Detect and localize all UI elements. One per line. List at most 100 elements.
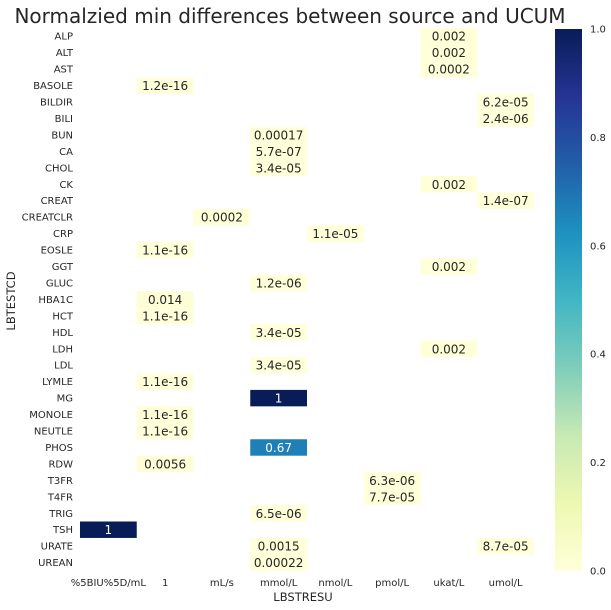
cell-label-basole-1: 1.2e-16 [142,79,188,93]
heatmap-cells: 0.002 0.002 0.0002 1.2e-16 6.2e-05 2.4e-06 0.0… [80,28,534,571]
x-tick-label-mmol-l: mmol/L [260,578,298,589]
y-tick-label-ck: CK [59,180,73,191]
cell-label-ck-ukat-l: 0.002 [432,178,466,192]
y-tick-label-crp: CRP [53,229,73,240]
heatmap-cell-ldh-ukat-l [420,340,478,357]
cell-label-ggt-ukat-l: 0.002 [432,260,466,274]
cell-label-chol-mmol-l: 3.4e-05 [256,161,302,175]
heatmap-cell-urean-mmol-l [250,554,307,571]
colorbar-tick-label-1: 0.2 [590,458,606,469]
colorbar-tick-label-3: 0.6 [590,241,606,252]
colorbar-tick-label-2: 0.4 [590,350,606,361]
heatmap-cell-bildir-umol-l [477,93,534,111]
heatmap-cell-eosle-1 [136,241,194,259]
x-tick-label-pmol-l: pmol/L [375,578,409,589]
y-tick-label-lymle: LYMLE [42,377,73,388]
y-tick-label-hba1c: HBA1C [38,295,73,306]
cell-label-tsh-5biu-5d-ml: 1 [105,523,113,537]
y-tick-label-rdw: RDW [48,459,73,470]
heatmap-cell-chol-mmol-l [250,159,307,177]
heatmap-cell-gluc-mmol-l [250,274,307,292]
cell-label-gluc-mmol-l: 1.2e-06 [256,276,302,290]
cell-label-neutle-1: 1.1e-16 [142,425,188,439]
y-tick-label-ca: CA [59,147,73,158]
cell-label-ca-mmol-l: 5.7e-07 [256,145,302,159]
y-tick-label-ldh: LDH [52,344,73,355]
cell-label-ast-ukat-l: 0.0002 [428,63,470,77]
cell-label-hba1c-1: 0.014 [148,293,182,307]
heatmap-cell-ca-mmol-l [250,143,307,160]
cell-label-phos-mmol-l: 0.67 [265,441,292,455]
y-tick-label-creatclr: CREATCLR [22,213,73,224]
heatmap-cell-alp-ukat-l [420,28,478,45]
heatmap-cell-ggt-ukat-l [420,258,478,275]
cell-label-mg-mmol-l: 1 [275,392,283,406]
cell-label-urean-mmol-l: 0.00022 [254,556,304,570]
cell-label-t4fr-pmol-l: 7.7e-05 [369,490,415,504]
cell-label-lymle-1: 1.1e-16 [142,375,188,389]
cell-label-trig-mmol-l: 6.5e-06 [256,507,302,521]
y-tick-label-alt: ALT [56,48,74,59]
cell-label-creat-umol-l: 1.4e-07 [483,194,529,208]
cell-label-alp-ukat-l: 0.002 [432,30,466,44]
y-tick-label-hct: HCT [52,311,74,322]
cell-label-eosle-1: 1.1e-16 [142,244,188,258]
y-tick-label-phos: PHOS [45,443,73,454]
y-tick-label-gluc: GLUC [46,278,73,289]
heatmap-cell-bili-umol-l [477,110,534,127]
y-tick-label-trig: TRIG [48,509,73,520]
cell-label-hct-1: 1.1e-16 [142,309,188,323]
x-tick-label-ukat-l: ukat/L [433,578,464,589]
x-tick-label-ml-s: mL/s [210,578,234,589]
y-tick-label-alp: ALP [55,32,73,43]
y-tick-label-ggt: GGT [52,262,74,273]
cell-label-urate-mmol-l: 0.0015 [258,540,300,554]
cell-label-bildir-umol-l: 6.2e-05 [483,96,529,110]
heatmap-cell-t3fr-pmol-l [363,472,421,489]
cell-label-t3fr-pmol-l: 6.3e-06 [369,474,415,488]
heatmap-cell-hct-1 [136,307,194,325]
y-tick-label-monole: MONOLE [29,410,73,421]
heatmap-cell-phos-mmol-l [250,439,307,456]
cell-label-ldh-ukat-l: 0.002 [432,342,466,356]
colorbar-tick-label-5: 1.0 [590,25,606,36]
x-tick-label-1: 1 [162,578,168,589]
cell-label-crp-nmol-l: 1.1e-05 [312,227,358,241]
cell-label-alt-ukat-l: 0.002 [432,46,466,60]
cell-label-bun-mmol-l: 0.00017 [254,128,304,142]
y-tick-label-bili: BILI [55,114,73,125]
heatmap-cell-creat-umol-l [477,192,534,209]
y-tick-label-mg: MG [57,394,73,405]
y-tick-label-creat: CREAT [41,196,74,207]
y-tick-label-bun: BUN [51,130,73,141]
y-tick-label-bildir: BILDIR [40,98,73,109]
cell-label-bili-umol-l: 2.4e-06 [483,112,529,126]
heatmap-cell-mg-mmol-l [250,389,307,407]
x-tick-labels: %5BIU%5D/mL 1 mL/s mmol/L nmol/L pmol/L ukat/L… [71,578,523,589]
heatmap-cell-crp-nmol-l [307,225,364,242]
heatmap-cell-t4fr-pmol-l [363,488,421,506]
heatmap-cell-hdl-mmol-l [250,324,307,341]
cell-label-ldl-mmol-l: 3.4e-05 [256,359,302,373]
y-tick-label-tsh: TSH [52,525,73,536]
colorbar [555,29,582,571]
heatmap-cell-creatclr-ml-s [193,208,251,226]
y-tick-label-urate: URATE [41,542,73,553]
y-tick-label-hdl: HDL [52,328,73,339]
heatmap-cell-ast-ukat-l [420,60,478,78]
x-tick-label-umol-l: umol/L [489,578,523,589]
heatmap-cell-trig-mmol-l [250,505,307,522]
cell-label-monole-1: 1.1e-16 [142,408,188,422]
y-tick-label-eosle: EOSLE [41,246,73,257]
heatmap-cell-bun-mmol-l [250,126,307,144]
y-tick-label-t4fr: T4FR [47,492,73,503]
heatmap-cell-urate-umol-l [477,537,534,555]
heatmap-cell-tsh-5biu-5d-ml [80,521,137,538]
y-tick-label-basole: BASOLE [33,81,73,92]
heatmap-cell-urate-mmol-l [250,537,307,555]
heatmap-cell-rdw-1 [136,455,194,473]
heatmap-cell-alt-ukat-l [420,44,478,61]
y-axis-label: LBTESTCD [4,271,18,330]
cell-label-urate-umol-l: 8.7e-05 [483,540,529,554]
